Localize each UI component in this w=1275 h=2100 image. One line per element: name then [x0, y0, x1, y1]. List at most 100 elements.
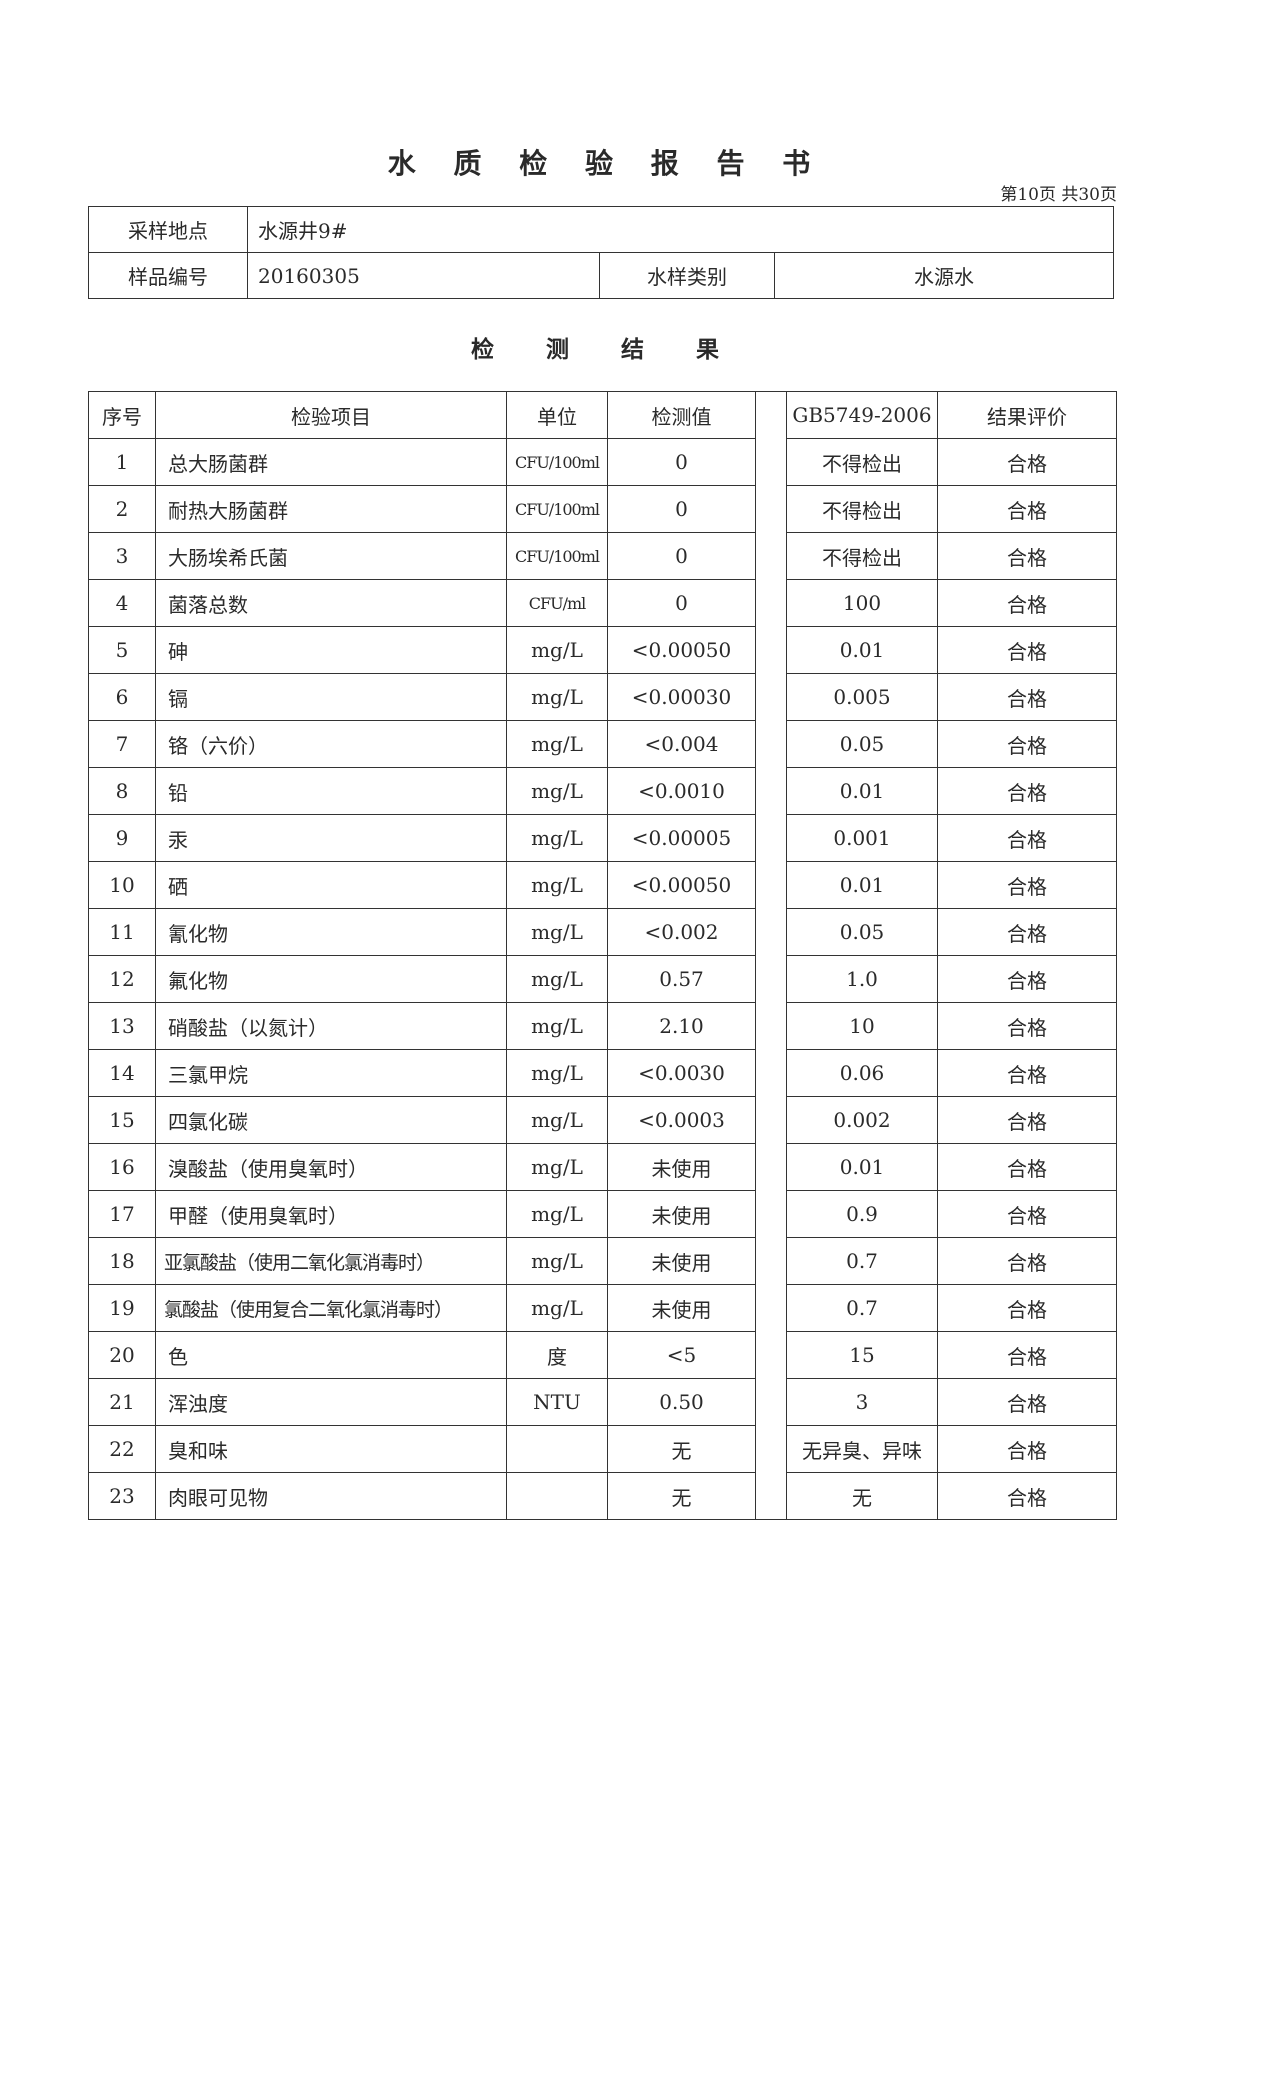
cell-standard: 0.06	[786, 1049, 938, 1097]
cell-standard: 15	[786, 1331, 938, 1379]
cell-standard: 0.005	[786, 673, 938, 721]
cell-index: 8	[88, 767, 156, 815]
cell-unit	[506, 1425, 608, 1473]
table-row: 17 甲醛（使用臭氧时） mg/L 未使用 0.9 合格	[88, 1190, 1117, 1238]
cell-item: 亚氯酸盐（使用二氧化氯消毒时）	[155, 1237, 507, 1285]
cell-evaluation: 合格	[937, 1472, 1117, 1520]
cell-item: 四氯化碳	[155, 1096, 507, 1144]
table-row: 23 肉眼可见物无无合格	[88, 1472, 1117, 1520]
cell-evaluation: 合格	[937, 1284, 1117, 1332]
cell-evaluation: 合格	[937, 861, 1117, 909]
cell-index: 17	[88, 1190, 156, 1238]
sample-no-value: 20160305	[247, 252, 600, 299]
cell-value: <0.0003	[607, 1096, 756, 1144]
table-row: 16 溴酸盐（使用臭氧时） mg/L 未使用 0.01 合格	[88, 1143, 1117, 1191]
cell-item: 氯酸盐（使用复合二氧化氯消毒时）	[155, 1284, 507, 1332]
table-row: 3 大肠埃希氏菌 CFU/100ml 0 不得检出 合格	[88, 532, 1117, 580]
cell-item: 三氯甲烷	[155, 1049, 507, 1097]
cell-value: <0.00030	[607, 673, 756, 721]
cell-unit: mg/L	[506, 1284, 608, 1332]
cell-unit: mg/L	[506, 626, 608, 674]
table-row: 18 亚氯酸盐（使用二氧化氯消毒时） mg/L 未使用 0.7 合格	[88, 1237, 1117, 1285]
table-row: 15 四氯化碳 mg/L <0.0003 0.002 合格	[88, 1096, 1117, 1144]
cell-unit: mg/L	[506, 908, 608, 956]
cell-item: 镉	[155, 673, 507, 721]
page-info: 第10页 共30页	[1000, 185, 1117, 205]
cell-index: 13	[88, 1002, 156, 1050]
sample-row: 样品编号 20160305 水样类别 水源水	[88, 252, 1114, 299]
cell-unit: mg/L	[506, 1002, 608, 1050]
cell-unit: mg/L	[506, 1049, 608, 1097]
cell-item: 甲醛（使用臭氧时）	[155, 1190, 507, 1238]
cell-index: 11	[88, 908, 156, 956]
table-row: 6 镉 mg/L <0.00030 0.005 合格	[88, 673, 1117, 721]
cell-item: 铬（六价）	[155, 720, 507, 768]
cell-index: 4	[88, 579, 156, 627]
cell-standard: 0.01	[786, 1143, 938, 1191]
cell-evaluation: 合格	[937, 1143, 1117, 1191]
location-row: 采样地点 水源井9#	[88, 206, 1114, 253]
table-row: 4 菌落总数 CFU/ml 0 100 合格	[88, 579, 1117, 627]
table-row: 19 氯酸盐（使用复合二氧化氯消毒时） mg/L 未使用 0.7 合格	[88, 1284, 1117, 1332]
cell-item: 汞	[155, 814, 507, 862]
cell-unit: mg/L	[506, 955, 608, 1003]
cell-item: 硝酸盐（以氮计）	[155, 1002, 507, 1050]
cell-standard: 1.0	[786, 955, 938, 1003]
cell-value: 0.57	[607, 955, 756, 1003]
cell-evaluation: 合格	[937, 1096, 1117, 1144]
cell-standard: 0.002	[786, 1096, 938, 1144]
cell-value: <5	[607, 1331, 756, 1379]
type-label: 水样类别	[599, 252, 775, 299]
cell-evaluation: 合格	[937, 626, 1117, 674]
cell-value: <0.002	[607, 908, 756, 956]
cell-evaluation: 合格	[937, 1378, 1117, 1426]
cell-item: 大肠埃希氏菌	[155, 532, 507, 580]
cell-evaluation: 合格	[937, 1331, 1117, 1379]
table-row: 2 耐热大肠菌群 CFU/100ml 0 不得检出 合格	[88, 485, 1117, 533]
table-row: 9 汞 mg/L <0.00005 0.001 合格	[88, 814, 1117, 862]
cell-standard: 0.001	[786, 814, 938, 862]
cell-item: 氟化物	[155, 955, 507, 1003]
cell-evaluation: 合格	[937, 720, 1117, 768]
sample-no-label: 样品编号	[88, 252, 248, 299]
type-value: 水源水	[774, 252, 1114, 299]
results-table: 序号 检验项目 单位 检测值 GB5749-2006 结果评价 1 总大肠菌群 CFU/100m…	[88, 391, 1117, 1520]
cell-index: 3	[88, 532, 156, 580]
cell-standard: 不得检出	[786, 438, 938, 486]
cell-value: 未使用	[607, 1190, 756, 1238]
cell-standard: 0.01	[786, 767, 938, 815]
cell-index: 9	[88, 814, 156, 862]
header-item: 检验项目	[155, 391, 507, 439]
cell-unit: 度	[506, 1331, 608, 1379]
cell-unit: mg/L	[506, 1237, 608, 1285]
cell-evaluation: 合格	[937, 579, 1117, 627]
cell-index: 12	[88, 955, 156, 1003]
cell-index: 22	[88, 1425, 156, 1473]
spacer-column	[755, 391, 787, 1520]
cell-index: 15	[88, 1096, 156, 1144]
cell-standard: 不得检出	[786, 485, 938, 533]
cell-item: 总大肠菌群	[155, 438, 507, 486]
cell-index: 21	[88, 1378, 156, 1426]
cell-standard: 0.05	[786, 908, 938, 956]
cell-evaluation: 合格	[937, 1002, 1117, 1050]
cell-item: 硒	[155, 861, 507, 909]
table-row: 5 砷 mg/L <0.00050 0.01 合格	[88, 626, 1117, 674]
cell-item: 浑浊度	[155, 1378, 507, 1426]
cell-unit: mg/L	[506, 767, 608, 815]
cell-unit: mg/L	[506, 673, 608, 721]
cell-index: 18	[88, 1237, 156, 1285]
cell-item: 色	[155, 1331, 507, 1379]
cell-unit: mg/L	[506, 814, 608, 862]
cell-item: 菌落总数	[155, 579, 507, 627]
cell-evaluation: 合格	[937, 814, 1117, 862]
cell-value: 0	[607, 579, 756, 627]
header-standard: GB5749-2006	[786, 391, 938, 439]
cell-standard: 无异臭、异味	[786, 1425, 938, 1473]
cell-evaluation: 合格	[937, 438, 1117, 486]
cell-index: 2	[88, 485, 156, 533]
cell-unit: mg/L	[506, 720, 608, 768]
cell-standard: 3	[786, 1378, 938, 1426]
cell-standard: 100	[786, 579, 938, 627]
cell-index: 6	[88, 673, 156, 721]
